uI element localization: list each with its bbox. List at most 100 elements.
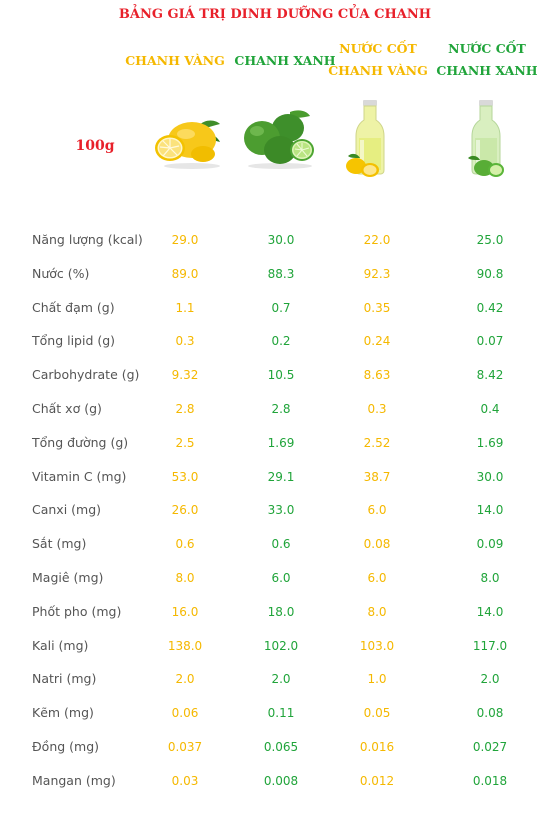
nutrient-value: 0.2: [271, 334, 291, 349]
table-row: Đồng (mg) 0.037 0.065 0.016 0.027: [0, 739, 550, 761]
nutrient-value: 0.016: [359, 740, 395, 754]
nutrient-value: 25.0: [476, 233, 504, 247]
nutrient-label: Đồng (mg): [32, 739, 100, 754]
table-row: Sắt (mg) 0.6 0.6 0.08 0.09: [0, 536, 550, 558]
table-row: Kali (mg) 138.0 102.0 103.0 117.0: [0, 638, 550, 660]
table-row: Chất đạm (g) 1.1 0.7 0.35 0.42: [0, 300, 550, 322]
nutrient-value: 8.42: [476, 368, 504, 383]
table-row: Chất xơ (g) 2.8 2.8 0.3 0.4: [0, 401, 550, 423]
yellow-lemon-juice-bottle-image: [346, 100, 385, 177]
table-row: Magiê (mg) 8.0 6.0 6.0 8.0: [0, 570, 550, 592]
table-row: Nước (%) 89.0 88.3 92.3 90.8: [0, 266, 550, 288]
nutrient-value: 92.3: [363, 266, 391, 281]
table-row: Mangan (mg) 0.03 0.008 0.012 0.018: [0, 773, 550, 795]
nutrient-value: 2.8: [271, 402, 291, 416]
nutrient-value: 0.11: [267, 706, 295, 721]
nutrient-label: Canxi (mg): [32, 502, 102, 518]
column-header-line1: NƯỚC CỐT: [448, 41, 526, 56]
nutrient-value: 90.8: [476, 266, 504, 281]
nutrient-value: 0.24: [363, 334, 391, 349]
table-row: Tổng đường (g) 2.5 1.69 2.52 1.69: [0, 435, 550, 457]
nutrient-value: 30.0: [267, 233, 295, 247]
nutrient-value: 89.0: [171, 266, 199, 281]
table-row: Vitamin C (mg) 53.0 29.1 38.7 30.0: [0, 469, 550, 491]
nutrient-label: Phốt pho (mg): [32, 603, 122, 619]
nutrient-value: 0.012: [359, 773, 395, 788]
nutrient-label: Chất đạm (g): [32, 299, 115, 315]
table-row: Natri (mg) 2.0 2.0 1.0 2.0: [0, 671, 550, 693]
nutrient-value: 2.5: [175, 435, 195, 450]
nutrient-value: 1.69: [267, 435, 295, 450]
nutrient-value: 0.08: [363, 537, 391, 552]
nutrient-value: 6.0: [271, 571, 291, 585]
nutrient-value: 0.06: [171, 706, 199, 721]
nutrient-value: 2.0: [271, 672, 291, 687]
nutrient-value: 0.42: [476, 300, 504, 315]
nutrient-label: Natri (mg): [32, 671, 97, 687]
nutrient-value: 0.065: [263, 740, 299, 754]
nutrient-value: 8.63: [363, 368, 391, 383]
nutrient-label: Kẽm (mg): [32, 705, 94, 721]
nutrient-value: 16.0: [171, 604, 199, 619]
nutrient-value: 0.05: [363, 706, 391, 721]
table-row: Tổng lipid (g) 0.3 0.2 0.24 0.07: [0, 333, 550, 355]
nutrient-value: 1.1: [175, 300, 195, 315]
nutrient-value: 8.0: [175, 571, 195, 585]
nutrient-value: 2.0: [175, 672, 195, 687]
page-title: BẢNG GIÁ TRỊ DINH DƯỠNG CỦA CHANH: [118, 7, 432, 22]
table-row: Kẽm (mg) 0.06 0.11 0.05 0.08: [0, 705, 550, 727]
nutrient-value: 0.3: [175, 334, 195, 349]
column-header-line1: CHANH XANH: [234, 53, 336, 68]
nutrient-value: 0.35: [363, 300, 391, 315]
nutrient-label: Mangan (mg): [32, 772, 116, 788]
nutrient-value: 103.0: [359, 638, 395, 653]
nutrient-value: 18.0: [267, 604, 295, 619]
nutrient-value: 26.0: [171, 503, 199, 518]
table-row: Phốt pho (mg) 16.0 18.0 8.0 14.0: [0, 604, 550, 626]
table-row: Carbohydrate (g) 9.32 10.5 8.63 8.42: [0, 367, 550, 389]
nutrient-value: 0.6: [175, 537, 195, 552]
nutrient-value: 0.018: [472, 773, 508, 788]
column-header-chanh-xanh: CHANH XANH: [225, 50, 345, 72]
nutrient-value: 2.8: [175, 402, 195, 416]
nutrient-value: 6.0: [367, 571, 387, 585]
nutrient-value: 0.3: [367, 402, 387, 416]
nutrient-value: 8.0: [480, 571, 500, 585]
column-header-nuoc-cot-chanh-xanh: NƯỚC CỐT CHANH XANH: [427, 38, 547, 82]
nutrient-value: 8.0: [367, 604, 387, 619]
nutrient-value: 0.4: [480, 402, 500, 416]
nutrient-value: 117.0: [472, 638, 508, 653]
nutrient-value: 2.52: [363, 435, 391, 450]
column-header-nuoc-cot-chanh-vang: NƯỚC CỐT CHANH VÀNG: [318, 38, 438, 82]
nutrient-value: 138.0: [167, 638, 203, 653]
nutrient-label: Tổng lipid (g): [32, 333, 116, 349]
column-header-line2: CHANH VÀNG: [328, 63, 428, 78]
nutrient-value: 1.0: [367, 672, 387, 687]
nutrient-value: 0.008: [263, 773, 299, 788]
nutrient-value: 10.5: [267, 368, 295, 383]
nutrient-label: Sắt (mg): [32, 536, 87, 552]
nutrient-value: 30.0: [476, 469, 504, 484]
nutrient-value: 0.09: [476, 537, 504, 552]
nutrient-value: 0.07: [476, 334, 504, 349]
column-header-line1: NƯỚC CỐT: [339, 41, 417, 56]
nutrient-value: 29.1: [267, 469, 295, 484]
nutrient-value: 102.0: [263, 638, 299, 653]
nutrient-value: 53.0: [171, 469, 199, 484]
nutrient-value: 0.027: [472, 740, 508, 754]
nutrient-label: Carbohydrate (g): [32, 367, 140, 383]
nutrient-value: 14.0: [476, 604, 504, 619]
nutrient-value: 14.0: [476, 503, 504, 518]
serving-weight-label: 100g: [75, 138, 115, 154]
nutrient-label: Năng lượng (kcal): [32, 232, 143, 247]
nutrient-value: 0.03: [171, 773, 199, 788]
column-header-line2: CHANH XANH: [436, 63, 538, 78]
green-lime-image: [244, 110, 314, 169]
nutrient-value: 38.7: [363, 469, 391, 484]
nutrient-value: 33.0: [267, 503, 295, 518]
nutrient-label: Kali (mg): [32, 637, 89, 653]
nutrient-label: Magiê (mg): [32, 570, 104, 585]
yellow-lemon-image: [155, 120, 220, 169]
nutrient-value: 0.7: [271, 300, 291, 315]
nutrient-value: 29.0: [171, 233, 199, 247]
